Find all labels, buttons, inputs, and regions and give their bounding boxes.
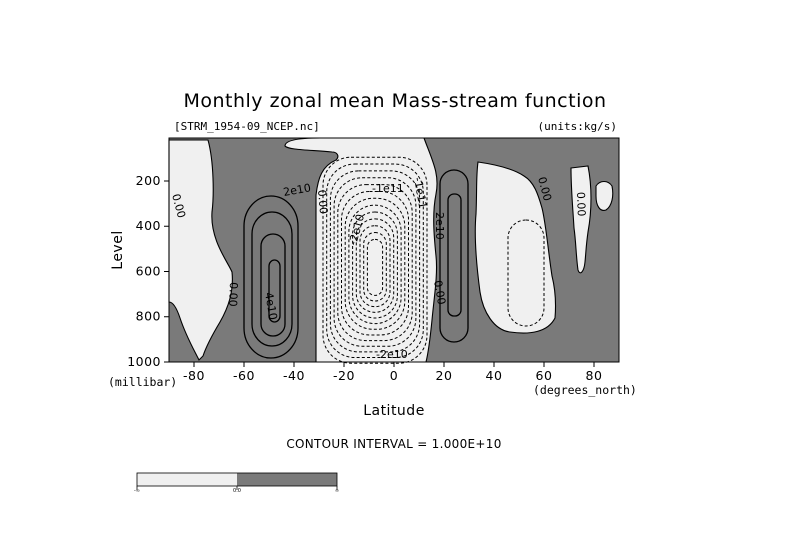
colorbar: -∞ 0.0 ∞ <box>134 472 339 494</box>
positive-contour-5 <box>439 169 469 343</box>
x-tick-label: -80 <box>183 368 205 383</box>
x-tick-label: -40 <box>283 368 305 383</box>
y-axis-unit: (millibar) <box>108 375 177 389</box>
x-axis-label: Latitude <box>363 403 425 419</box>
y-tick-label: 600 <box>136 263 161 278</box>
positive-contour-6 <box>447 193 462 317</box>
contour-label-zero-1: 0.00 <box>169 192 188 219</box>
y-tick-label: 200 <box>136 173 161 188</box>
negative-contour <box>352 211 398 319</box>
negative-contour <box>366 238 384 296</box>
positive-contour-3 <box>260 233 286 337</box>
polar-light-blob <box>595 180 614 211</box>
contour-label-2e10: 2e10 <box>282 181 312 199</box>
negative-contour <box>329 170 421 353</box>
negative-contour <box>348 204 402 325</box>
x-tick-label: 20 <box>436 368 453 383</box>
contour-label-neg1e11: -1e11 <box>372 182 404 195</box>
negative-contour <box>333 177 417 347</box>
negative-contour <box>359 225 391 308</box>
positive-contour-4 <box>268 259 281 323</box>
axis-ticks: -80 -60 -40 -20 0 20 40 60 80 200 400 600 800 1000 <box>127 173 602 383</box>
northern-negative-contours <box>507 219 545 327</box>
negative-contour <box>363 232 387 302</box>
negative-contour <box>337 184 413 342</box>
contour-label-north-2e10: 2e10 <box>433 212 446 240</box>
x-tick-label: 60 <box>536 368 553 383</box>
negative-contour <box>355 218 395 313</box>
southern-polar-light-region <box>168 139 233 361</box>
contour-label-zero-5: 0.00 <box>431 279 448 305</box>
units-label: (units:kg/s) <box>538 120 617 133</box>
northern-light-region <box>474 161 557 334</box>
negative-contour <box>344 197 406 330</box>
contour-label-4e10: 4e10 <box>262 291 280 321</box>
plot-area: 0.00 0.00 0.00 2e10 4e10 -1e11 -2e10 2e1… <box>168 137 620 364</box>
x-tick-label: 40 <box>486 368 503 383</box>
contour-label-zero-6: 0.00 <box>315 189 330 215</box>
y-tick-label: 400 <box>136 218 161 233</box>
x-tick-label: 80 <box>586 368 603 383</box>
colorbar-label-zero: 0.0 <box>233 488 241 494</box>
colorbar-positive-swatch <box>237 473 337 486</box>
contour-label-zero-4: 0.00 <box>226 282 240 307</box>
positive-contour-2 <box>251 211 293 347</box>
x-tick-label: -60 <box>233 368 255 383</box>
x-tick-label: -20 <box>333 368 355 383</box>
positive-contour-1 <box>243 195 299 359</box>
contour-label-zero-2: 0.00 <box>535 175 554 202</box>
northern-polar-light-region <box>570 165 592 274</box>
dataset-label: [STRM_1954-09_NCEP.nc] <box>174 120 320 133</box>
colorbar-label-pos-inf: ∞ <box>335 488 339 494</box>
colorbar-negative-swatch <box>137 473 237 486</box>
contour-label-zero-3: 0.00 <box>574 192 588 217</box>
negative-contour <box>322 156 428 364</box>
contour-label-neg1e11-b: -1e11 <box>411 176 429 210</box>
contour-interval-label: CONTOUR INTERVAL = 1.000E+10 <box>286 437 501 451</box>
contour-label-neg2e10: -2e10 <box>376 348 408 361</box>
y-axis-label: Level <box>110 230 126 269</box>
colorbar-label-neg-inf: -∞ <box>134 488 140 494</box>
negative-contour <box>326 163 424 359</box>
y-tick-label: 1000 <box>127 354 161 369</box>
positive-contours <box>243 169 469 359</box>
chart-title: Monthly zonal mean Mass-stream function <box>183 90 606 112</box>
x-axis-unit: (degrees_north) <box>533 383 637 397</box>
y-tick-label: 800 <box>136 309 161 324</box>
x-tick-label: 0 <box>390 368 398 383</box>
negative-contour <box>341 190 409 336</box>
northern-negative-contour-1 <box>507 219 545 327</box>
negative-contours <box>322 156 428 364</box>
